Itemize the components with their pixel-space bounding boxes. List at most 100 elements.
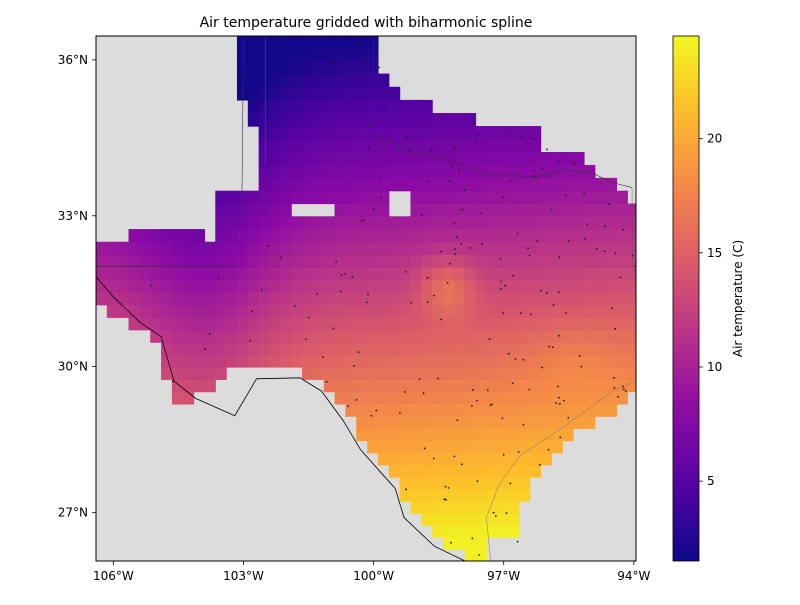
grid-cell [161, 354, 173, 368]
grid-cell [193, 304, 206, 318]
grid-cell [356, 292, 368, 306]
grid-cell [269, 229, 281, 243]
grid-cell [236, 317, 249, 331]
grid-cell [442, 501, 455, 514]
station-marker [536, 240, 538, 242]
grid-cell [410, 241, 422, 256]
grid-cell [497, 403, 509, 417]
grid-cell [291, 354, 303, 368]
grid-cell [323, 342, 336, 356]
grid-cell [236, 304, 249, 318]
grid-cell [226, 229, 238, 243]
grid-cell [562, 177, 574, 192]
grid-cell [388, 267, 401, 281]
grid-cell [193, 267, 206, 281]
grid-cell [334, 177, 346, 192]
grid-cell [540, 317, 553, 331]
grid-cell [356, 329, 368, 343]
grid-cell [432, 513, 444, 526]
grid-cell [573, 279, 585, 293]
grid-cell [323, 379, 336, 393]
grid-cell [594, 354, 607, 368]
grid-cell [442, 489, 455, 502]
station-marker [613, 386, 616, 389]
grid-cell [540, 203, 553, 217]
grid-cell [421, 139, 433, 153]
grid-cell [302, 126, 314, 140]
grid-cell [106, 254, 119, 268]
colorbar: 5 10 15 20 Air temperature (C) [672, 35, 745, 562]
grid-cell [605, 292, 618, 306]
grid-cell [497, 354, 509, 368]
grid-cell [345, 304, 357, 318]
grid-cell [323, 241, 336, 256]
grid-cell [551, 254, 563, 268]
grid-cell [345, 241, 357, 256]
grid-cell [421, 391, 433, 405]
grid-cell [616, 329, 628, 343]
grid-cell [442, 416, 455, 429]
grid-cell [616, 304, 628, 318]
grid-cell [529, 254, 542, 268]
grid-cell [236, 354, 249, 368]
grid-cell [432, 164, 444, 179]
station-marker [446, 282, 449, 284]
grid-cell [345, 279, 357, 293]
grid-cell [453, 452, 466, 466]
grid-cell [399, 329, 412, 343]
grid-cell [529, 329, 542, 343]
grid-cell [562, 342, 574, 356]
station-marker [456, 419, 459, 422]
grid-cell [540, 177, 553, 192]
grid-cell [302, 366, 314, 380]
grid-cell [627, 254, 636, 268]
grid-cell [594, 267, 607, 281]
grid-cell [551, 203, 563, 217]
grid-cell [291, 241, 303, 256]
station-marker [406, 136, 408, 139]
grid-cell [388, 452, 401, 466]
grid-cell [464, 267, 477, 281]
grid-cell [161, 279, 173, 293]
grid-cell [432, 440, 444, 454]
grid-cell [269, 304, 281, 318]
grid-cell [562, 292, 574, 306]
station-marker [437, 377, 439, 380]
grid-cell [323, 267, 336, 281]
station-marker [558, 334, 560, 337]
grid-cell [594, 229, 607, 243]
grid-cell [453, 342, 466, 356]
grid-cell [106, 304, 119, 318]
station-marker [573, 162, 576, 165]
grid-cell [367, 329, 379, 343]
grid-cell [171, 292, 184, 306]
grid-cell [388, 403, 401, 417]
station-marker [472, 122, 475, 125]
grid-cell [486, 126, 498, 140]
grid-cell [139, 267, 151, 281]
grid-cell [529, 279, 542, 293]
station-marker [547, 448, 550, 451]
grid-cell [442, 190, 455, 205]
station-marker [410, 301, 413, 304]
station-marker [370, 414, 373, 417]
grid-cell [486, 190, 498, 205]
grid-cell [161, 304, 173, 318]
grid-cell [616, 203, 628, 217]
grid-cell [280, 317, 292, 331]
grid-cell [442, 428, 455, 442]
grid-cell [453, 164, 466, 179]
grid-cell [486, 354, 498, 368]
grid-cell [367, 139, 379, 153]
grid-cell [453, 513, 466, 526]
grid-cell [453, 379, 466, 393]
grid-cell [280, 47, 292, 62]
grid-cell [182, 354, 195, 368]
grid-cell [377, 379, 390, 393]
grid-cell [258, 203, 271, 217]
grid-cell [562, 391, 574, 405]
grid-cell [464, 489, 477, 502]
grid-cell [464, 292, 477, 306]
grid-cell [269, 47, 281, 62]
grid-cell [497, 416, 509, 429]
